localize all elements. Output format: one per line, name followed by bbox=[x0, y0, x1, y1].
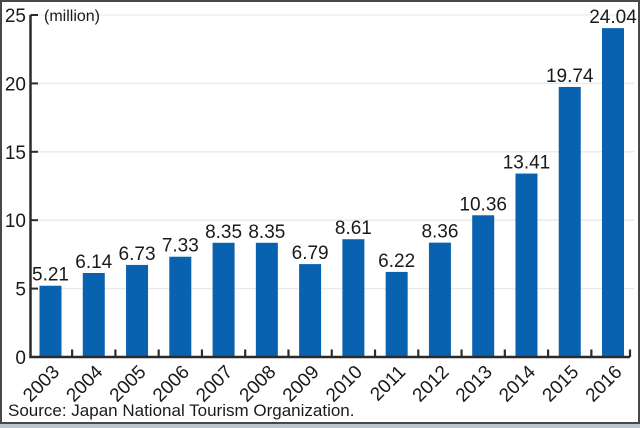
bar-value-label: 10.36 bbox=[459, 194, 507, 215]
x-tick-label: 2015 bbox=[539, 362, 584, 407]
y-tick-label: 5 bbox=[15, 280, 26, 301]
bar bbox=[558, 86, 581, 358]
x-tick-label: 2004 bbox=[63, 361, 108, 406]
bar bbox=[385, 271, 408, 357]
bar-value-label: 6.79 bbox=[292, 243, 329, 264]
bar bbox=[342, 239, 365, 357]
bar-value-label: 8.35 bbox=[205, 222, 242, 243]
bar bbox=[212, 242, 235, 357]
source-note: Source: Japan National Tourism Organizat… bbox=[8, 401, 354, 420]
bar-value-label: 7.33 bbox=[162, 236, 199, 257]
bar-value-label: 13.41 bbox=[503, 153, 551, 174]
x-tick-label: 2012 bbox=[409, 362, 454, 407]
bar bbox=[82, 273, 105, 357]
bar-value-label: 24.04 bbox=[589, 7, 637, 28]
x-tick-label: 2003 bbox=[19, 362, 64, 407]
bar bbox=[299, 264, 322, 357]
bar bbox=[602, 28, 625, 357]
x-tick-label: 2006 bbox=[149, 362, 194, 407]
x-tick-label: 2005 bbox=[106, 362, 151, 407]
bar bbox=[126, 264, 149, 357]
y-tick-label: 15 bbox=[5, 143, 26, 164]
x-tick-label: 2016 bbox=[582, 362, 627, 407]
y-tick-label: 25 bbox=[5, 6, 26, 27]
bars bbox=[39, 28, 625, 358]
bar-value-label: 19.74 bbox=[546, 66, 594, 87]
x-tick-label: 2007 bbox=[192, 362, 237, 407]
x-tick-label: 2010 bbox=[322, 362, 367, 407]
bar bbox=[472, 215, 495, 357]
axes bbox=[29, 14, 632, 359]
y-tick-label: 20 bbox=[5, 74, 26, 95]
x-tick-label: 2009 bbox=[279, 362, 324, 407]
bar-value-label: 6.22 bbox=[378, 251, 415, 272]
visitors-bar-chart: 0 5 10 15 20 25 5.21 6.14 6.73 7.33 8.35 8.35 6.79 8.… bbox=[5, 6, 637, 420]
x-tick-label: 2011 bbox=[366, 362, 410, 406]
bar bbox=[39, 285, 62, 357]
bar bbox=[255, 242, 278, 357]
x-tick-label: 2013 bbox=[452, 362, 497, 407]
bar-value-label: 8.35 bbox=[248, 222, 285, 243]
bar bbox=[169, 256, 192, 357]
bar-value-label: 8.36 bbox=[421, 222, 458, 243]
bar bbox=[515, 173, 538, 357]
bar-value-label: 6.73 bbox=[119, 244, 156, 265]
bar bbox=[428, 242, 451, 357]
bar-value-label: 6.14 bbox=[75, 252, 112, 273]
bar-value-label: 8.61 bbox=[335, 218, 372, 239]
x-tick-label: 2008 bbox=[236, 362, 281, 407]
x-tick-label: 2014 bbox=[495, 361, 540, 406]
unit-label: (million) bbox=[44, 8, 100, 25]
y-tick-label: 0 bbox=[15, 348, 26, 369]
bar-value-label: 5.21 bbox=[32, 265, 69, 286]
y-tick-label: 10 bbox=[5, 211, 26, 232]
